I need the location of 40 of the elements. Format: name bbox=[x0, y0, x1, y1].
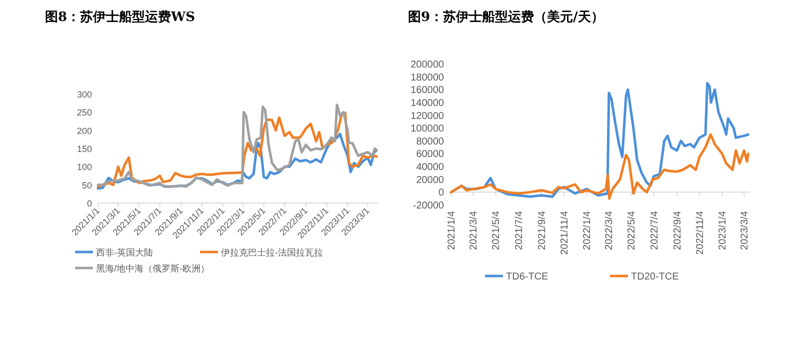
y-tick-label: 0 bbox=[86, 198, 92, 208]
x-tick-label: 2022/5/4 bbox=[626, 210, 638, 250]
x-tick-label: 2021/7/4 bbox=[514, 210, 525, 250]
y-tick-label: 180000 bbox=[410, 72, 444, 84]
x-tick-label: 2022/1/4 bbox=[582, 210, 594, 250]
x-tick-label: 2022/11/4 bbox=[695, 210, 706, 255]
x-tick-label: 2023/3/4 bbox=[740, 210, 751, 250]
x-tick-label: 2021/3/4 bbox=[468, 210, 480, 250]
legend-label: 伊拉克巴士拉-法国拉瓦拉 bbox=[221, 248, 323, 258]
x-tick-label: 2022/7/4 bbox=[649, 210, 660, 250]
y-tick-label: 300 bbox=[76, 90, 92, 100]
x-tick-label: 2022/3/4 bbox=[604, 210, 616, 250]
x-tick-label: 2021/1/4 bbox=[446, 210, 458, 250]
y-tick-label: 200000 bbox=[410, 60, 444, 70]
y-tick-label: 160000 bbox=[410, 85, 444, 96]
y-tick-label: 60000 bbox=[416, 149, 444, 160]
x-tick-label: 2021/11/4 bbox=[559, 210, 570, 255]
chart-title: 图9：苏伊士船型运费（美元/天） bbox=[408, 8, 604, 26]
y-tick-label: 50 bbox=[82, 180, 92, 190]
legend-label: TD6-TCE bbox=[506, 272, 549, 282]
y-tick-label: 200 bbox=[76, 126, 92, 136]
y-tick-label: 20000 bbox=[416, 174, 444, 186]
y-tick-label: 150 bbox=[76, 144, 92, 154]
y-tick-label: 120000 bbox=[410, 110, 444, 122]
y-tick-label: 100 bbox=[76, 162, 92, 172]
y-tick-label: 80000 bbox=[416, 136, 444, 148]
legend-label: TD20-TCE bbox=[631, 272, 680, 282]
y-tick-label: 140000 bbox=[410, 98, 444, 109]
x-tick-label: 2021/5/4 bbox=[491, 210, 502, 250]
legend-label: 黑海/地中海（俄罗斯-欧洲） bbox=[96, 264, 210, 274]
y-tick-label: 40000 bbox=[416, 162, 444, 174]
y-tick-label: 100000 bbox=[410, 124, 444, 135]
x-tick-label: 2023/1/4 bbox=[718, 210, 729, 250]
chart-title: 图8：苏伊士船型运费WS bbox=[45, 9, 196, 26]
x-tick-label: 2022/9/4 bbox=[672, 210, 684, 250]
x-tick-label: 2021/9/4 bbox=[536, 210, 548, 250]
y-tick-label: -20000 bbox=[412, 200, 444, 212]
y-tick-label: 250 bbox=[76, 108, 92, 118]
y-tick-label: 0 bbox=[438, 188, 444, 199]
legend-label: 西非-英国大陆 bbox=[96, 248, 153, 258]
